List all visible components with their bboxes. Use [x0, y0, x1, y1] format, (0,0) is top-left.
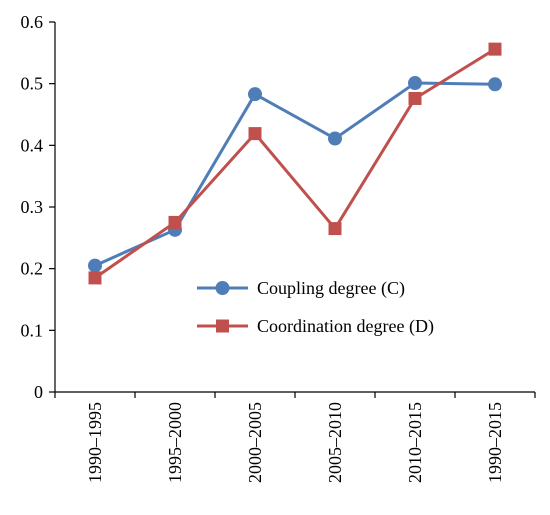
legend-label: Coupling degree (C) [257, 278, 405, 299]
y-tick-label: 0.1 [21, 320, 44, 340]
data-point [88, 258, 102, 273]
data-point [248, 127, 262, 141]
series-2 [88, 42, 502, 285]
legend-marker [216, 319, 229, 333]
legend-label: Coordination degree (D) [257, 316, 434, 337]
axes: 0 0.1 0.2 0.3 0.4 0.5 0.6 1990–1995 1995–2000 200… [21, 12, 536, 483]
data-point [328, 131, 342, 146]
data-point [408, 76, 422, 91]
series-1 [88, 76, 502, 273]
data-point [488, 42, 502, 56]
series-line [94, 81, 496, 267]
x-tick-label: 2005–2010 [325, 402, 345, 483]
legend-item: Coordination degree (D) [197, 316, 434, 337]
x-tick-label: 2010–2015 [405, 402, 425, 483]
x-tick-label: 1990–2015 [485, 402, 505, 483]
data-point [408, 91, 422, 105]
x-tick-label: 1990–1995 [85, 402, 105, 483]
x-tick-label: 2000–2005 [245, 402, 265, 483]
series-layer [88, 42, 502, 285]
data-point [488, 77, 502, 92]
x-tick-label: 1995–2000 [165, 402, 185, 483]
series-line [94, 47, 496, 280]
data-point [248, 87, 262, 102]
y-tick-label: 0.6 [21, 12, 44, 32]
y-tick-label: 0.4 [21, 135, 44, 155]
y-tick-label: 0.5 [21, 74, 44, 94]
data-point [88, 271, 102, 285]
y-tick-label: 0.3 [21, 197, 44, 217]
legend: Coupling degree (C) Coordination degree (… [197, 278, 434, 337]
data-point [328, 222, 342, 236]
y-tick-label: 0 [34, 382, 43, 402]
legend-item: Coupling degree (C) [197, 278, 405, 299]
legend-marker [215, 281, 230, 295]
y-tick-label: 0.2 [21, 259, 44, 279]
data-point [168, 215, 182, 229]
